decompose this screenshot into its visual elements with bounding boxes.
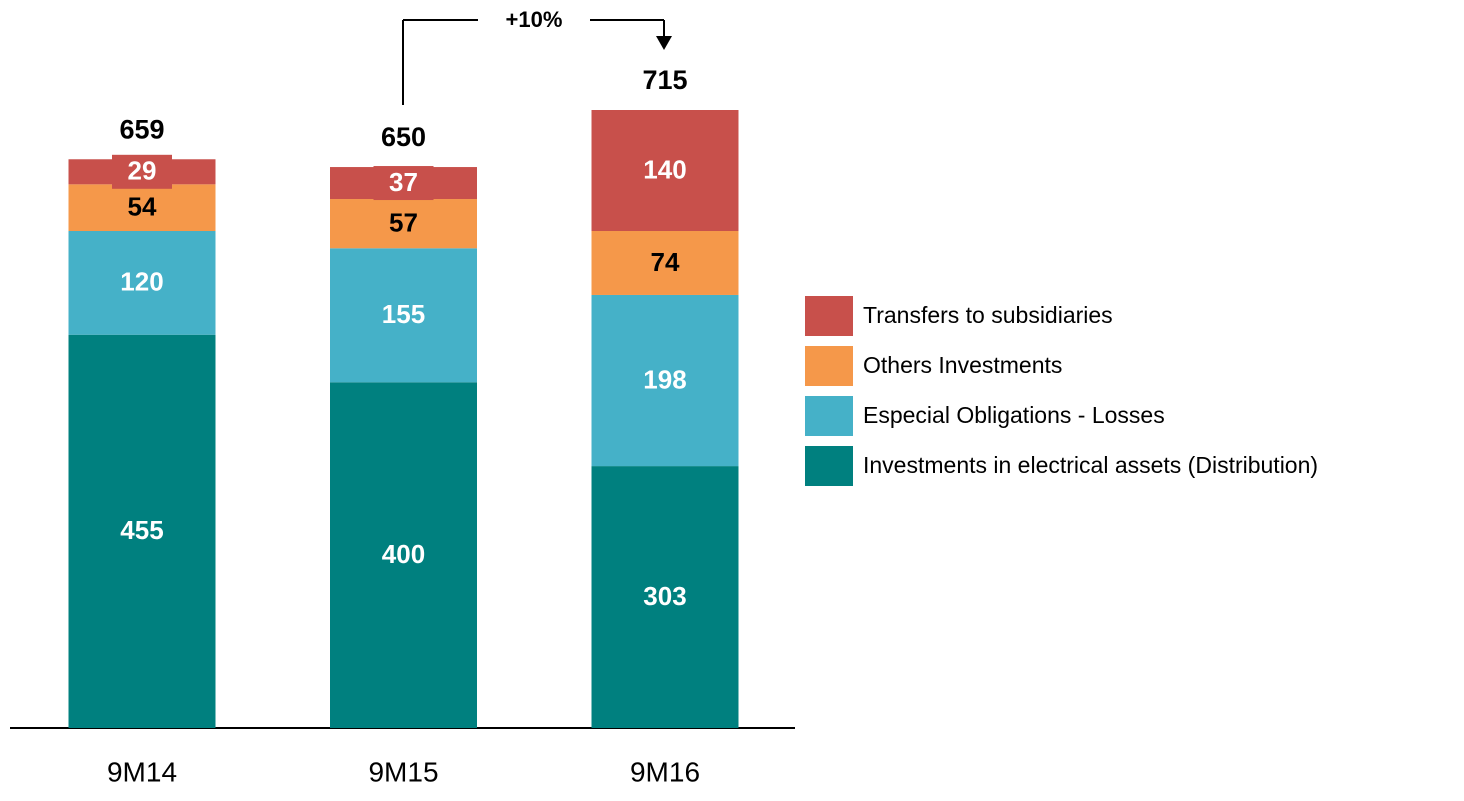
value-label: 400	[382, 539, 425, 569]
value-label: 37	[389, 167, 418, 197]
value-label: 198	[643, 364, 686, 394]
bar-segment	[591, 294, 739, 467]
value-label: 29	[128, 156, 157, 186]
legend-label: Transfers to subsidiaries	[863, 302, 1113, 328]
legend-swatch	[805, 346, 853, 386]
value-label: 155	[382, 299, 425, 329]
value-label: 120	[120, 267, 163, 297]
bar-segment	[68, 334, 216, 728]
legend-swatch	[805, 446, 853, 486]
total-label: 650	[381, 122, 426, 152]
label-backing	[373, 166, 434, 201]
annotation: +10%	[506, 7, 563, 32]
arrow-head	[656, 36, 672, 50]
bar-segment	[591, 110, 739, 232]
legend-swatch	[805, 396, 853, 436]
x-tick-label: 9M14	[107, 756, 177, 787]
bar-segment	[68, 231, 216, 335]
bar-segment	[330, 199, 477, 249]
legend-label: Others Investments	[863, 352, 1062, 378]
value-label: 140	[643, 154, 686, 184]
bar-segment	[591, 466, 739, 728]
total-label: 715	[642, 65, 687, 95]
legend-swatch	[805, 296, 853, 336]
bar-segment	[591, 231, 739, 295]
x-tick-label: 9M16	[630, 756, 700, 787]
value-label: 303	[643, 581, 686, 611]
label-backing	[112, 154, 172, 189]
x-tick-label: 9M15	[368, 756, 438, 787]
bar-segment	[330, 248, 477, 383]
value-label: 57	[389, 208, 418, 238]
bar-segment	[330, 382, 477, 728]
value-label: 455	[120, 515, 163, 545]
bar-segment	[68, 184, 216, 232]
value-label: 54	[128, 192, 157, 222]
total-label: 659	[119, 114, 164, 144]
legend-label: Especial Obligations - Losses	[863, 402, 1165, 428]
value-label: 74	[651, 247, 680, 277]
legend-label: Investments in electrical assets (Distri…	[863, 452, 1318, 478]
